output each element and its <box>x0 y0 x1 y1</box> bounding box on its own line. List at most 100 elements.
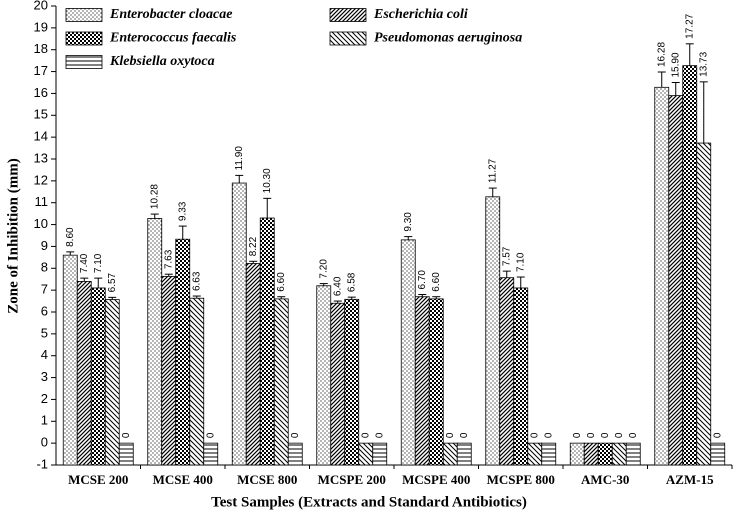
y-tick-label: 12 <box>34 172 48 187</box>
bar <box>62 254 78 466</box>
value-label: 0 <box>628 432 639 438</box>
value-label: 7.57 <box>501 246 512 266</box>
bar <box>330 302 346 466</box>
bar <box>287 442 303 466</box>
y-tick-label: 3 <box>41 369 48 384</box>
value-label: 9.30 <box>403 212 414 232</box>
bar <box>625 442 641 466</box>
bar <box>118 442 134 466</box>
bar <box>147 218 163 466</box>
value-label: 0 <box>205 432 216 438</box>
legend-swatch <box>329 31 367 46</box>
bar <box>696 142 712 466</box>
bar <box>76 280 92 466</box>
bar <box>654 86 670 466</box>
bar <box>456 442 472 466</box>
legend-label: Enterococcus faecalis <box>109 31 237 46</box>
bar <box>400 239 416 466</box>
y-tick-label: 9 <box>41 238 48 253</box>
value-label: 0 <box>586 432 597 438</box>
value-label: 0 <box>459 432 470 438</box>
value-label: 7.10 <box>515 252 526 272</box>
value-label: 0 <box>529 432 540 438</box>
value-label: 0 <box>572 432 583 438</box>
value-label: 6.63 <box>191 271 202 291</box>
y-tick-label: 19 <box>34 19 48 34</box>
bar <box>231 182 247 466</box>
bar <box>104 299 120 466</box>
bar <box>428 298 444 466</box>
legend-swatch <box>65 8 103 22</box>
value-label: 0 <box>374 432 385 438</box>
y-tick-label: 10 <box>34 216 48 231</box>
bar <box>189 297 205 466</box>
bar <box>414 296 430 466</box>
y-tick-label: 7 <box>41 282 48 297</box>
bar <box>161 275 177 466</box>
legend-label: Enterobacter cloacae <box>109 7 232 22</box>
legend-label: Escherichia coli <box>373 7 468 22</box>
value-label: 0 <box>543 432 554 438</box>
value-label: 15.90 <box>670 52 681 77</box>
value-label: 8.60 <box>65 227 76 247</box>
y-tick-label: 6 <box>41 303 48 318</box>
y-tick-label: 5 <box>41 325 48 340</box>
value-label: 0 <box>121 432 132 438</box>
value-label: 7.10 <box>93 253 104 273</box>
bar <box>597 442 613 466</box>
value-label: 6.60 <box>431 272 442 292</box>
bar <box>372 442 388 466</box>
bar <box>541 442 557 466</box>
value-label: 6.70 <box>417 270 428 290</box>
value-label: 10.28 <box>149 184 160 209</box>
value-label: 17.27 <box>684 13 695 38</box>
value-label: 6.57 <box>107 272 118 292</box>
y-tick-label: 16 <box>34 85 48 100</box>
legend-swatch <box>65 55 103 69</box>
value-label: 6.58 <box>346 272 357 292</box>
value-label: 0 <box>360 432 371 438</box>
bar <box>245 263 261 466</box>
y-tick-label: 15 <box>34 107 48 122</box>
bar <box>442 442 458 466</box>
legend-swatch <box>329 8 367 22</box>
value-label: 0 <box>445 432 456 438</box>
y-tick-label: 0 <box>41 435 48 450</box>
y-tick-label: 17 <box>34 63 48 78</box>
bar <box>273 298 289 466</box>
legend-label: Klebsiella oxytoca <box>109 54 215 69</box>
value-label: 9.33 <box>177 201 188 221</box>
y-tick-label: 11 <box>35 194 49 209</box>
value-label: 16.28 <box>656 42 667 67</box>
bar <box>611 442 627 466</box>
y-tick-label: 18 <box>34 41 48 56</box>
bar <box>259 217 275 466</box>
legend-label: Pseudomonas aeruginosa <box>374 31 522 46</box>
x-tick-label: MCSE 200 <box>68 472 128 487</box>
bar <box>344 298 360 466</box>
bar <box>682 65 698 466</box>
value-label: 11.27 <box>487 158 498 183</box>
value-label: 10.30 <box>262 168 273 193</box>
value-label: 0 <box>614 432 625 438</box>
bar <box>203 442 219 466</box>
y-tick-label: 2 <box>41 391 48 406</box>
value-label: 0 <box>712 432 723 438</box>
bar <box>668 95 684 466</box>
y-tick-label: 13 <box>34 150 48 165</box>
value-label: 13.73 <box>698 51 709 76</box>
y-tick-label: 1 <box>41 413 48 428</box>
y-tick-label: 4 <box>41 347 48 362</box>
bar <box>583 442 599 466</box>
value-label: 6.60 <box>276 272 287 292</box>
x-axis-title: Test Samples (Extracts and Standard Anti… <box>211 494 527 510</box>
x-tick-label: MCSPE 400 <box>402 472 470 487</box>
value-label: 7.20 <box>318 259 329 279</box>
bar <box>569 442 585 466</box>
x-tick-label: MCSE 400 <box>153 472 213 487</box>
value-label: 7.40 <box>79 253 90 273</box>
bar <box>499 277 515 466</box>
bar <box>527 442 543 466</box>
value-label: 11.90 <box>234 146 245 171</box>
bar <box>710 442 726 466</box>
